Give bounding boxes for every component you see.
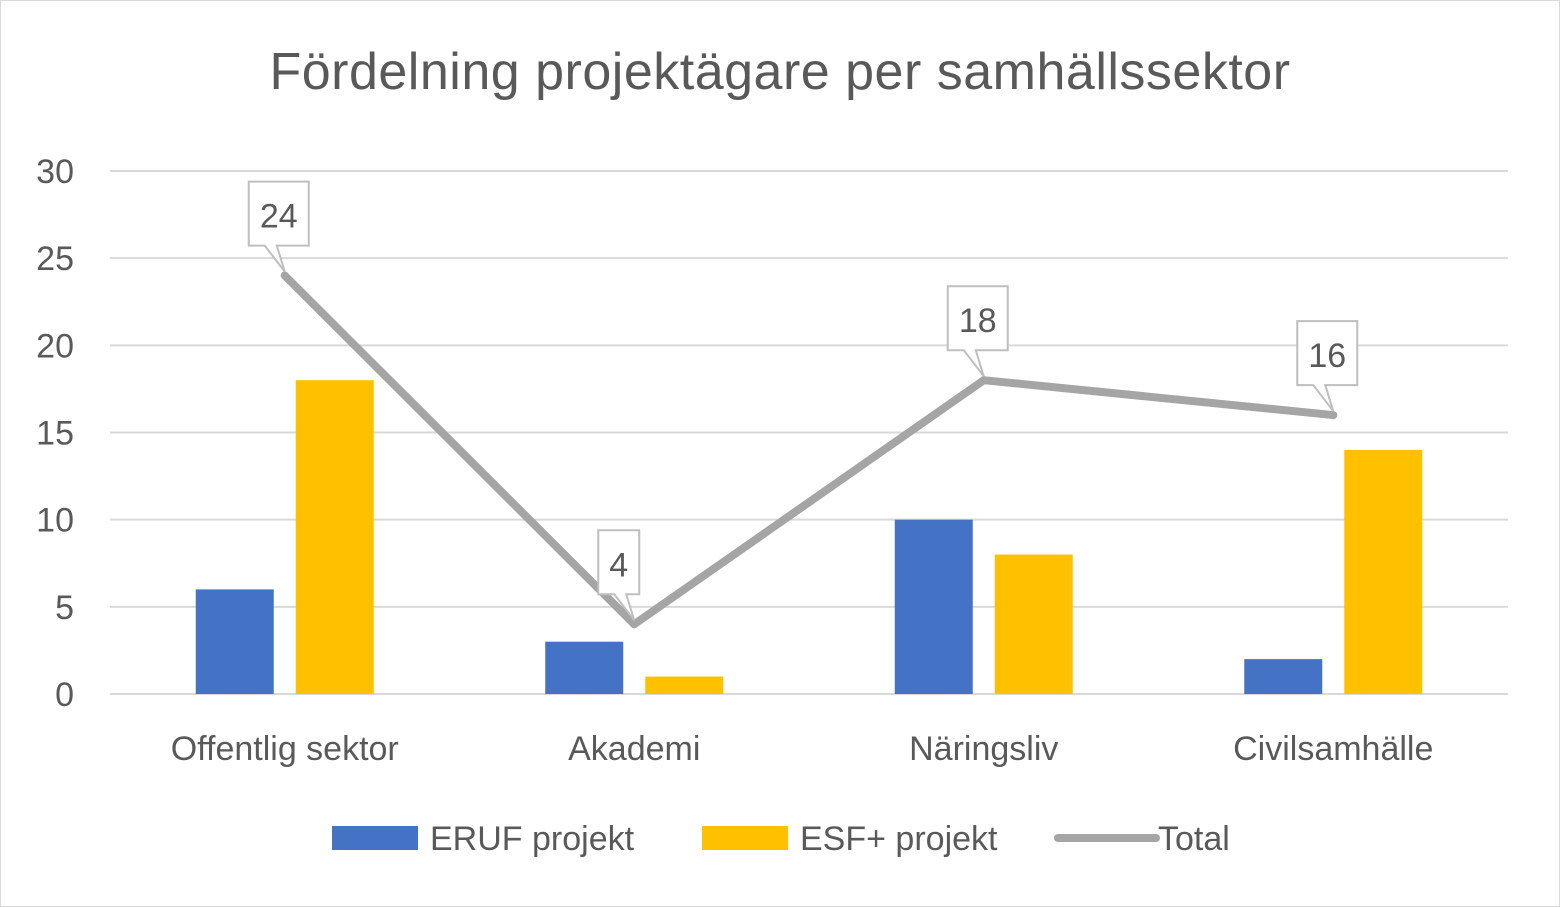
bars bbox=[195, 380, 1423, 694]
data-label-callout bbox=[597, 529, 641, 621]
bar-eruf-projekt-3 bbox=[894, 519, 973, 694]
y-tick-label: 5 bbox=[55, 589, 74, 627]
bar-esf-projekt-2 bbox=[645, 676, 724, 694]
legend-label-esf-projekt: ESF+ projekt bbox=[800, 820, 998, 858]
bar-esf-projekt-1 bbox=[295, 380, 374, 694]
bar-esf-projekt-4 bbox=[1344, 449, 1423, 694]
x-tick-label: Offentlig sektor bbox=[171, 730, 399, 768]
legend-label-total: Total bbox=[1158, 820, 1230, 858]
data-label-callout bbox=[1296, 320, 1359, 412]
data-label: 18 bbox=[959, 302, 997, 340]
bar-eruf-projekt-2 bbox=[545, 641, 624, 694]
bar-eruf-projekt-1 bbox=[195, 589, 274, 694]
line-point bbox=[630, 620, 639, 629]
chart-title: Fördelning projektägare per samhällssekt… bbox=[269, 43, 1291, 101]
legend: ERUF projekt ESF+ projekt Total bbox=[332, 820, 1230, 858]
line-series-total bbox=[280, 271, 1338, 629]
bar-esf-projekt-3 bbox=[994, 554, 1073, 694]
y-tick-label: 10 bbox=[36, 502, 74, 540]
x-tick-label: Näringsliv bbox=[909, 730, 1058, 768]
y-tick-label: 20 bbox=[36, 327, 74, 365]
x-tick-label: Akademi bbox=[568, 730, 700, 768]
data-labels: 24 4 18 16 bbox=[247, 180, 1359, 621]
bar-eruf-projekt-4 bbox=[1244, 659, 1323, 694]
data-label: 24 bbox=[260, 198, 298, 236]
x-tick-label: Civilsamhälle bbox=[1233, 730, 1433, 768]
y-tick-label: 15 bbox=[36, 415, 74, 453]
data-label: 4 bbox=[609, 546, 628, 584]
legend-label-eruf-projekt: ERUF projekt bbox=[430, 820, 635, 858]
legend-swatch-eruf-projekt bbox=[332, 826, 418, 850]
line-point bbox=[1329, 411, 1338, 420]
total-line bbox=[280, 271, 1338, 629]
legend-swatch-esf-projekt bbox=[702, 826, 788, 850]
line-point bbox=[979, 376, 988, 385]
y-tick-label: 25 bbox=[36, 240, 74, 278]
data-label-callout bbox=[946, 285, 1009, 377]
data-label: 16 bbox=[1308, 337, 1346, 375]
line-point bbox=[280, 271, 289, 280]
axis-labels: 0 5 10 15 20 25 30 Offentlig sektor Akademi Närin… bbox=[36, 153, 1433, 768]
data-label-callout bbox=[247, 180, 310, 273]
y-tick-label: 0 bbox=[55, 676, 74, 714]
y-tick-label: 30 bbox=[36, 153, 74, 191]
